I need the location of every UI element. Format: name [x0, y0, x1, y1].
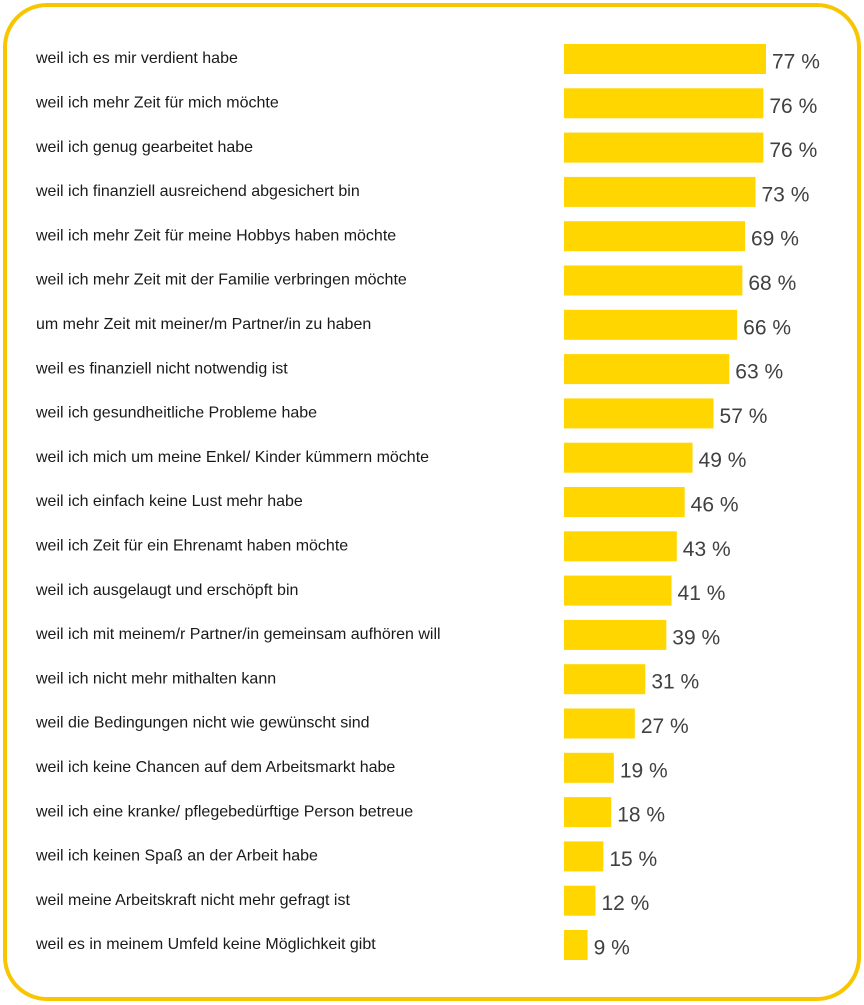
category-label: weil ich mehr Zeit für mich möchte	[35, 95, 279, 112]
category-label: weil meine Arbeitskraft nicht mehr gefra…	[35, 892, 350, 909]
value-label: 66 %	[743, 316, 791, 339]
bar	[564, 841, 604, 872]
value-label: 12 %	[601, 892, 649, 915]
value-label: 49 %	[699, 449, 747, 472]
category-label: weil die Bedingungen nicht wie gewünscht…	[35, 715, 370, 732]
category-label: weil ich keinen Spaß an der Arbeit habe	[35, 848, 318, 865]
category-label: weil es finanziell nicht notwendig ist	[35, 360, 288, 377]
bar	[564, 487, 685, 517]
category-label: weil ich ausgelaugt und erschöpft bin	[35, 582, 298, 599]
bar	[564, 309, 738, 340]
bar	[564, 885, 596, 916]
value-label: 15 %	[609, 848, 657, 871]
value-label: 73 %	[762, 183, 810, 206]
category-label: weil ich einfach keine Lust mehr habe	[35, 493, 303, 510]
value-label: 63 %	[735, 361, 783, 384]
bar	[564, 531, 677, 562]
bar	[564, 797, 612, 828]
category-label: weil ich es mir verdient habe	[35, 50, 238, 67]
bar	[564, 354, 730, 385]
bar	[564, 575, 672, 606]
value-label: 31 %	[651, 671, 699, 694]
value-label: 57 %	[720, 405, 768, 428]
category-label: weil ich finanziell ausreichend abgesich…	[35, 183, 360, 200]
bar	[564, 176, 756, 207]
value-label: 68 %	[748, 272, 796, 295]
bar	[564, 221, 746, 252]
category-label: weil ich mehr Zeit für meine Hobbys habe…	[35, 227, 396, 244]
value-label: 77 %	[772, 51, 820, 74]
bar	[564, 132, 764, 163]
category-label: weil ich mich um meine Enkel/ Kinder küm…	[35, 449, 429, 466]
value-label: 43 %	[683, 538, 731, 561]
value-label: 39 %	[672, 626, 720, 649]
category-label: weil ich keine Chancen auf dem Arbeitsma…	[35, 759, 395, 776]
bar	[564, 442, 693, 473]
category-label: weil ich Zeit für ein Ehrenamt haben möc…	[35, 538, 348, 555]
value-label: 9 %	[594, 937, 630, 960]
bar	[564, 619, 667, 650]
bar	[564, 88, 764, 119]
category-label: weil ich mehr Zeit mit der Familie verbr…	[35, 272, 407, 289]
value-label: 46 %	[691, 494, 739, 517]
value-label: 18 %	[617, 804, 665, 827]
frame	[3, 3, 861, 1001]
value-label: 27 %	[641, 715, 689, 738]
category-label: weil ich genug gearbeitet habe	[35, 139, 253, 156]
value-label: 69 %	[751, 228, 799, 251]
category-label: weil ich gesundheitliche Probleme habe	[35, 405, 317, 422]
value-label: 19 %	[620, 759, 668, 782]
bar	[564, 708, 635, 739]
bar	[564, 664, 646, 695]
bar	[564, 398, 714, 429]
bar	[564, 265, 743, 296]
category-label: weil es in meinem Umfeld keine Möglichke…	[35, 936, 376, 953]
category-label: weil ich mit meinem/r Partner/in gemeins…	[35, 626, 441, 643]
value-label: 76 %	[769, 95, 817, 118]
bar	[564, 752, 614, 783]
category-label: weil ich nicht mehr mithalten kann	[35, 670, 276, 687]
bar	[564, 44, 766, 74]
value-label: 41 %	[678, 582, 726, 605]
category-label: weil ich eine kranke/ pflegebedürftige P…	[35, 803, 413, 820]
value-label: 76 %	[769, 139, 817, 162]
category-label: um mehr Zeit mit meiner/m Partner/in zu …	[36, 316, 371, 333]
bar	[564, 930, 588, 960]
